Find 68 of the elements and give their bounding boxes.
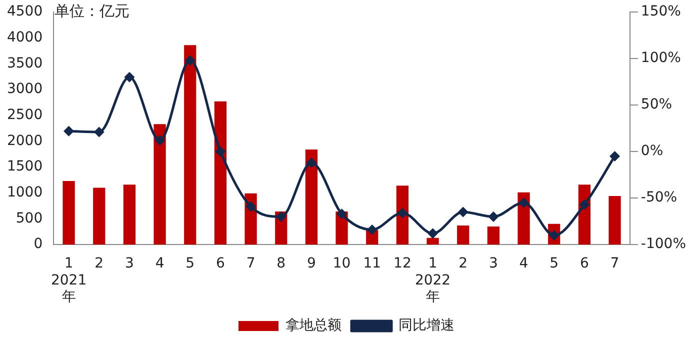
x-tick-label: 2	[458, 256, 468, 272]
y-axis-title: 单位：亿元	[54, 2, 130, 20]
y-tick-label: 4500	[6, 4, 43, 20]
x-tick-label: 12	[394, 256, 412, 272]
point	[216, 146, 226, 156]
bar	[608, 196, 621, 245]
point	[610, 151, 620, 161]
y-tick-label: 1000	[6, 184, 43, 201]
y-tick-label: 500	[16, 210, 43, 226]
legend-label: 同比增速	[398, 318, 454, 334]
point	[488, 212, 498, 222]
bar	[305, 149, 318, 245]
bar	[93, 188, 106, 245]
y2-tick-label: -50%	[640, 190, 678, 206]
x-tick-label: 10	[332, 256, 351, 272]
point	[124, 72, 134, 82]
point	[428, 228, 438, 238]
x-tick-label: 7	[246, 256, 256, 272]
bar	[214, 101, 227, 245]
y-tick-label: 3500	[6, 55, 43, 72]
y-tick-label: 1500	[6, 158, 43, 175]
point	[94, 127, 104, 137]
x-tick-label: 1 2022 年	[414, 256, 451, 306]
bar	[396, 186, 409, 245]
x-tick-label: 6	[580, 256, 589, 272]
bar	[184, 45, 196, 245]
point	[398, 208, 408, 218]
x-tick-label: 3	[488, 256, 498, 272]
x-tick-label: 6	[216, 256, 225, 272]
bar	[487, 226, 500, 245]
y-tick-label: 0	[34, 236, 43, 252]
bar	[426, 238, 439, 245]
y-tick-label: 3000	[6, 81, 43, 98]
bar	[62, 181, 75, 245]
legend-label: 拿地总额	[286, 318, 342, 334]
y-tick-label: 4000	[6, 29, 43, 46]
x-tick-label: 3	[124, 256, 134, 272]
y2-tick-label: -100%	[640, 236, 686, 252]
point	[64, 126, 74, 136]
point	[337, 209, 347, 219]
y2-tick-label: 100%	[640, 50, 681, 66]
point	[276, 212, 286, 222]
bar	[457, 225, 470, 245]
y2-tick-label: 150%	[640, 4, 681, 20]
x-tick-label: 4	[519, 256, 528, 272]
point	[185, 56, 195, 66]
bar	[154, 124, 166, 245]
x-tick-label: 9	[306, 256, 316, 272]
point	[458, 207, 468, 217]
x-tick-label: 8	[276, 256, 286, 272]
point	[367, 224, 377, 234]
point	[519, 198, 529, 208]
y2-tick-label: 50%	[640, 96, 672, 113]
x-tick-label: 2	[94, 256, 104, 272]
point	[246, 202, 256, 212]
point	[580, 200, 590, 210]
y-tick-label: 2500	[6, 107, 43, 124]
x-tick-label: 7	[610, 256, 620, 272]
bar	[123, 184, 136, 245]
x-tick-label: 5	[550, 256, 559, 272]
point	[155, 136, 165, 146]
point	[306, 158, 316, 168]
x-tick-label: 4	[155, 256, 164, 272]
x-tick-label: 1 2021 年	[50, 256, 87, 306]
y-tick-label: 2000	[6, 132, 43, 149]
y2-tick-label: 0%	[640, 143, 664, 160]
x-tick-label: 5	[186, 256, 195, 272]
x-tick-label: 11	[363, 256, 382, 272]
